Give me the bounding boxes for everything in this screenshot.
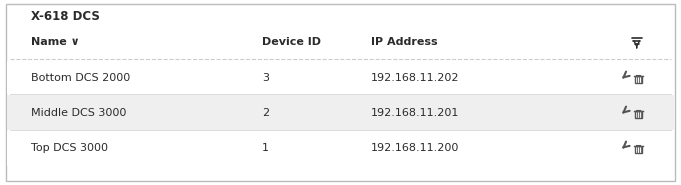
Text: IP Address: IP Address	[371, 37, 438, 47]
Bar	[635, 110, 642, 117]
Bar	[7, 131, 674, 166]
Bar	[635, 75, 642, 83]
Text: 2: 2	[262, 108, 269, 118]
Text: 3: 3	[262, 73, 269, 83]
Text: Name ∨: Name ∨	[31, 37, 79, 47]
Text: Middle DCS 3000: Middle DCS 3000	[31, 108, 126, 118]
Text: Top DCS 3000: Top DCS 3000	[31, 143, 108, 153]
Bar	[7, 95, 674, 130]
Text: 192.168.11.200: 192.168.11.200	[371, 143, 460, 153]
Text: 1: 1	[262, 143, 269, 153]
Bar	[635, 145, 642, 152]
Text: X-618 DCS: X-618 DCS	[31, 11, 99, 23]
Text: 192.168.11.202: 192.168.11.202	[371, 73, 460, 83]
Text: Bottom DCS 2000: Bottom DCS 2000	[31, 73, 130, 83]
Text: 192.168.11.201: 192.168.11.201	[371, 108, 460, 118]
Bar	[7, 61, 674, 94]
Text: Device ID: Device ID	[262, 37, 321, 47]
